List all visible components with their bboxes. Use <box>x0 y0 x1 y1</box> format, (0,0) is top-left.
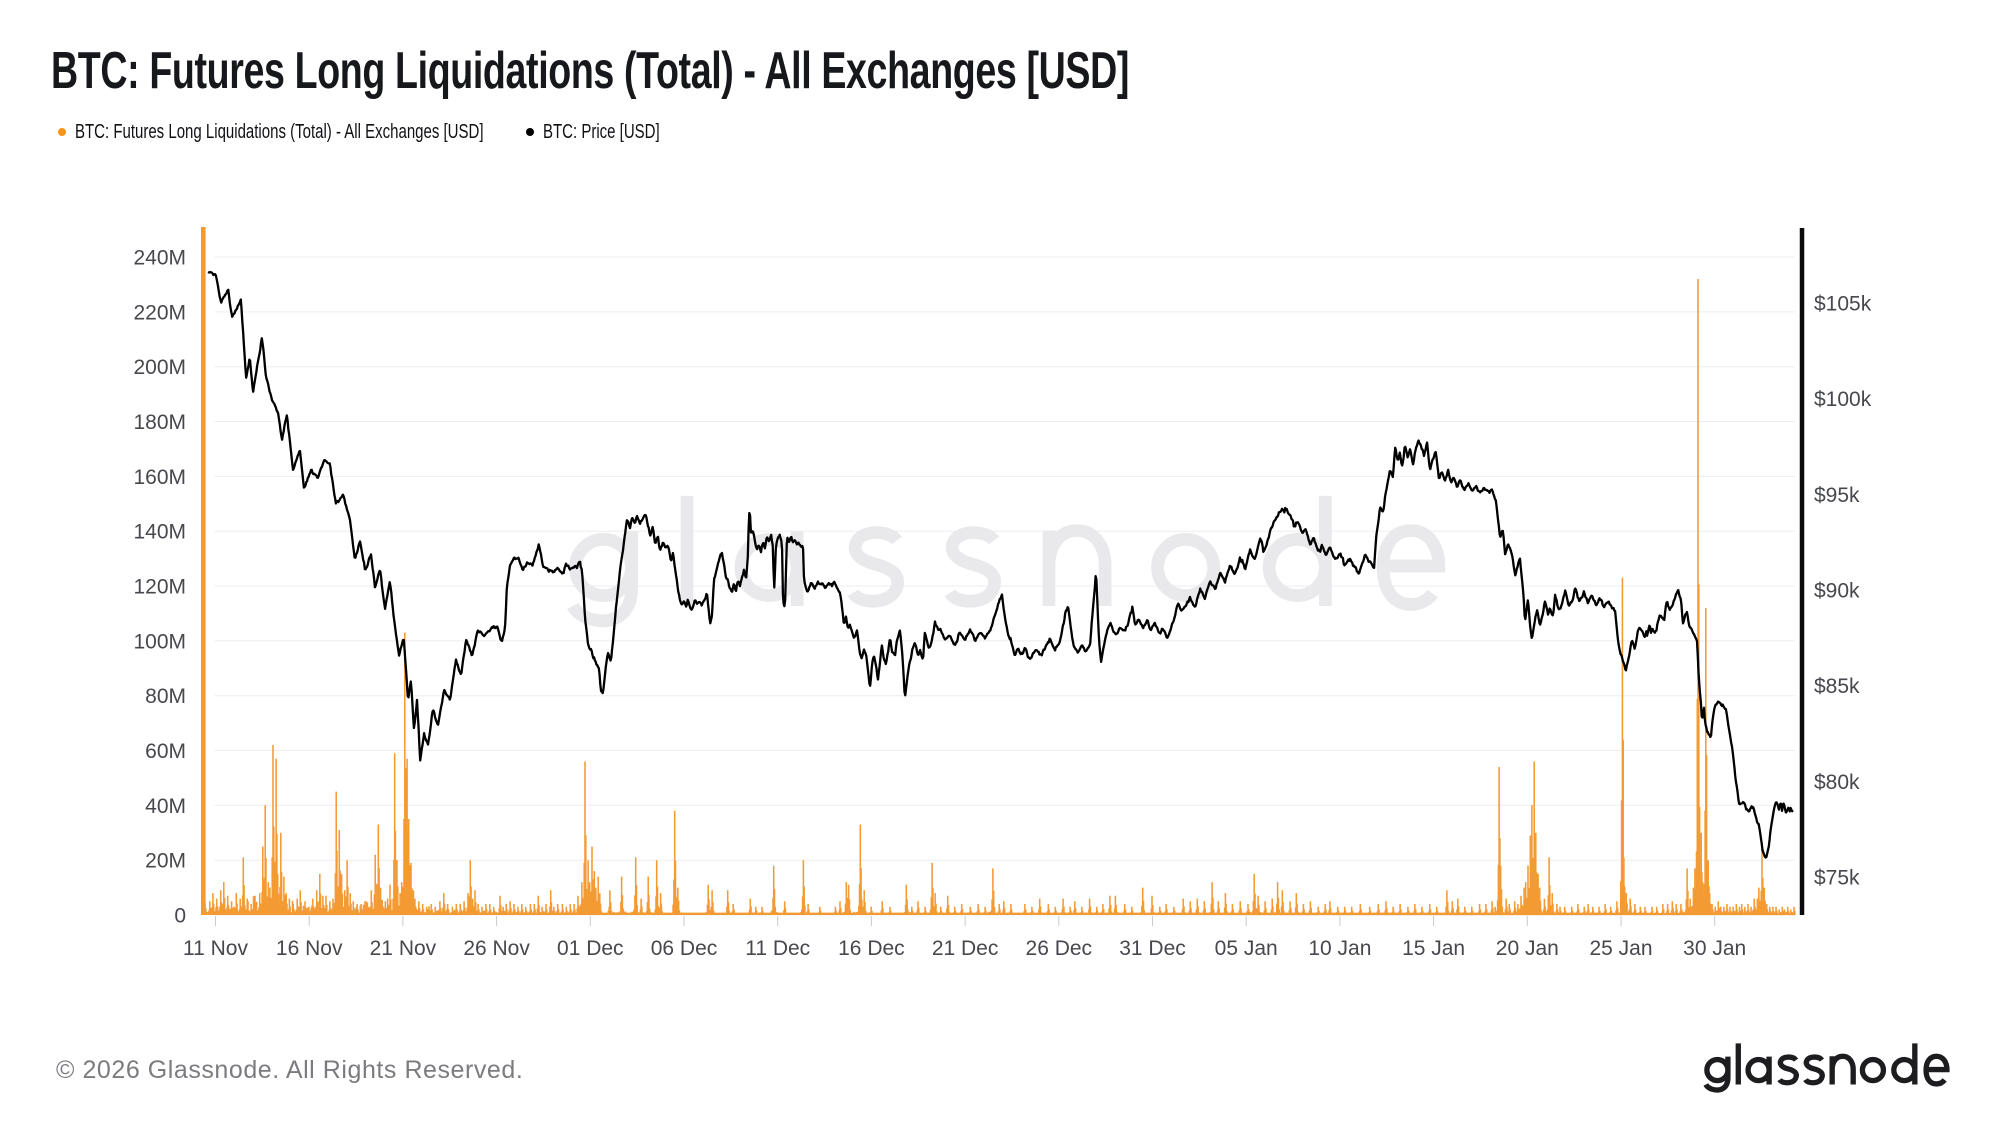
svg-text:0: 0 <box>174 905 186 928</box>
svg-text:$85k: $85k <box>1814 675 1860 698</box>
svg-text:11 Dec: 11 Dec <box>745 937 810 960</box>
svg-text:20M: 20M <box>145 850 186 873</box>
svg-text:21 Dec: 21 Dec <box>932 937 999 960</box>
svg-text:$95k: $95k <box>1814 484 1860 507</box>
svg-text:$105k: $105k <box>1814 293 1872 316</box>
svg-text:21 Nov: 21 Nov <box>370 937 437 960</box>
svg-text:31 Dec: 31 Dec <box>1119 937 1186 960</box>
svg-text:220M: 220M <box>133 301 186 324</box>
svg-text:$100k: $100k <box>1814 388 1872 411</box>
svg-text:26 Nov: 26 Nov <box>463 937 530 960</box>
svg-text:40M: 40M <box>145 795 186 818</box>
svg-text:240M: 240M <box>133 247 186 270</box>
svg-text:11 Nov: 11 Nov <box>183 937 248 960</box>
svg-text:180M: 180M <box>133 411 186 434</box>
svg-text:$90k: $90k <box>1814 580 1860 603</box>
svg-text:$80k: $80k <box>1814 771 1860 794</box>
svg-text:140M: 140M <box>133 521 186 544</box>
svg-text:20 Jan: 20 Jan <box>1496 937 1559 960</box>
svg-text:60M: 60M <box>145 740 186 763</box>
svg-text:160M: 160M <box>133 466 186 489</box>
svg-text:200M: 200M <box>133 356 186 379</box>
svg-text:26 Dec: 26 Dec <box>1026 937 1093 960</box>
svg-text:01 Dec: 01 Dec <box>557 937 624 960</box>
svg-text:80M: 80M <box>145 685 186 708</box>
svg-text:120M: 120M <box>133 576 186 599</box>
svg-text:25 Jan: 25 Jan <box>1589 937 1652 960</box>
svg-text:15 Jan: 15 Jan <box>1402 937 1465 960</box>
svg-text:16 Nov: 16 Nov <box>276 937 343 960</box>
svg-text:16 Dec: 16 Dec <box>838 937 905 960</box>
svg-text:05 Jan: 05 Jan <box>1215 937 1278 960</box>
svg-text:$75k: $75k <box>1814 867 1860 890</box>
svg-text:30 Jan: 30 Jan <box>1683 937 1746 960</box>
svg-text:06 Dec: 06 Dec <box>651 937 718 960</box>
svg-text:10 Jan: 10 Jan <box>1308 937 1371 960</box>
svg-text:100M: 100M <box>133 630 186 653</box>
